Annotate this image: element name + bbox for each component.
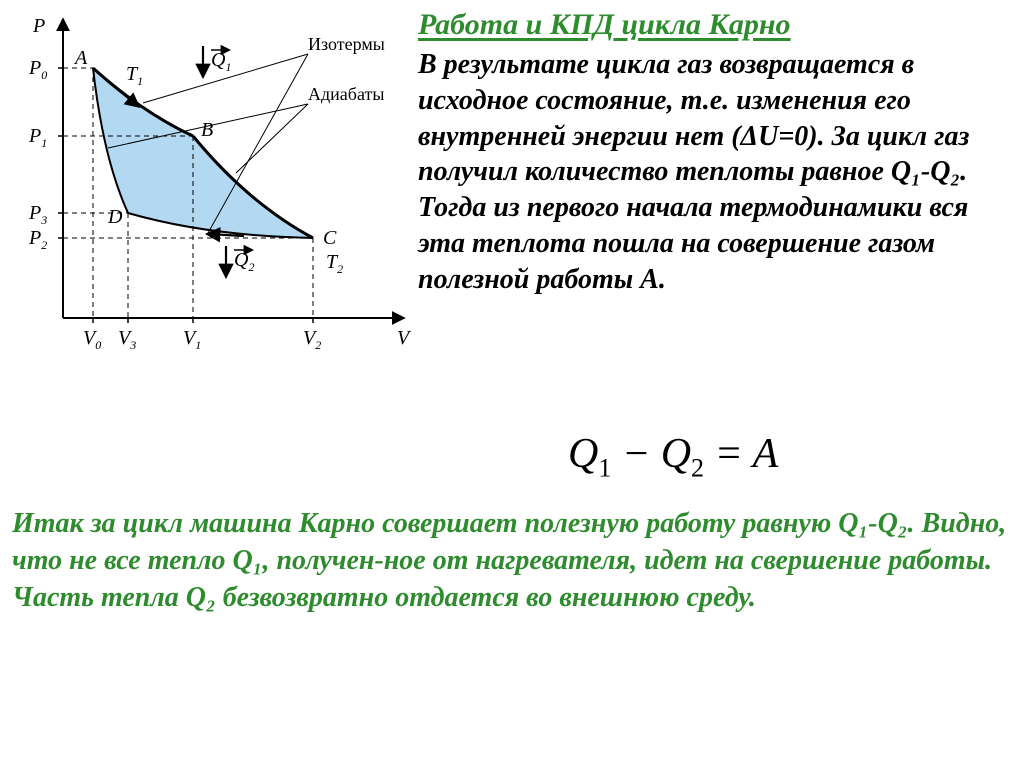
p-tick: P3 [28,202,47,227]
heading-title: Работа и КПД цикла Карно [418,8,1006,41]
paragraph-2: Итак за цикл машина Карно совершает поле… [12,506,1012,617]
p-tick: P2 [28,227,47,252]
eq-sub1: 1 [598,453,611,482]
right-text-column: Работа и КПД цикла Карно В результате ци… [418,8,1006,298]
carnot-diagram: P V P0 P1 P3P2 V0 V3 V1 V2 A B C D T1 T2 Q1 Q2 Изотермы Ад… [8,8,418,368]
x-axis-label: V [397,327,412,349]
v-tick: V0 [83,327,101,352]
lbl-T2: T2 [326,251,343,276]
heat-lbl-Q1: Q1 [211,49,231,74]
pv-svg: P V P0 P1 P3P2 V0 V3 V1 V2 A B C D T1 T2 Q1 Q2 Изотермы Ад… [8,8,418,368]
v-tick: V3 [118,327,136,352]
callout-isotherms: Изотермы [308,34,385,54]
lbl-T1: T1 [126,63,143,88]
pt-A: A [73,47,88,69]
v-tick: V1 [183,327,201,352]
y-axis-label: P [32,15,45,37]
callout-adiabats: Адиабаты [308,84,384,104]
v-tick: V2 [303,327,321,352]
eq-sub2: 2 [691,453,704,482]
eq-eq: = [704,431,753,477]
paragraph-1: В результате цикла газ возвращается в ис… [418,47,1006,298]
eq-Q2: Q [661,431,691,477]
p-tick: P0 [28,57,47,82]
leader-adiabats-0 [236,104,308,173]
work-equation: Q1 − Q2 = A [568,430,778,483]
p-tick: P1 [28,125,47,150]
eq-Q1: Q [568,431,598,477]
pt-B: B [201,119,213,141]
eq-A: A [753,431,779,477]
pt-D: D [107,206,123,228]
pt-C: C [323,227,337,249]
heat-lbl-Q2: Q2 [234,249,254,274]
eq-minus: − [611,431,660,477]
